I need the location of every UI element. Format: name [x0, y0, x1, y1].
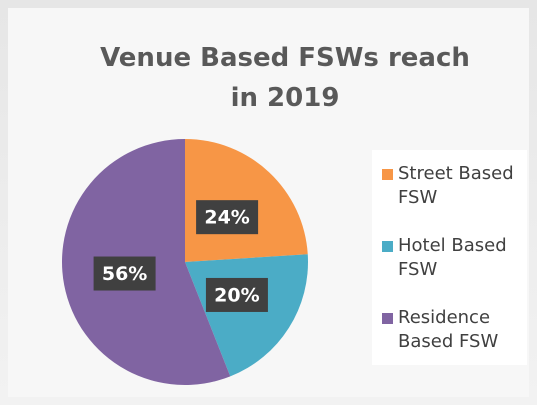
legend-entry: Street Based FSW	[382, 162, 522, 210]
chart-title: Venue Based FSWs reach in 2019	[100, 43, 470, 113]
data-label: 56%	[102, 263, 147, 285]
data-label-box	[205, 277, 268, 312]
legend-label: Residence Based FSW	[398, 307, 499, 352]
legend-swatch	[382, 241, 393, 252]
legend: Street Based FSW Hotel Based FSW Residence…	[372, 150, 527, 365]
data-label: 20%	[214, 284, 259, 306]
legend-entry: Residence Based FSW	[382, 306, 522, 354]
legend-swatch	[382, 313, 393, 324]
data-label-box	[196, 200, 259, 235]
legend-label: Street Based FSW	[398, 163, 514, 208]
legend-swatch	[382, 169, 393, 180]
legend-label: Hotel Based FSW	[398, 235, 507, 280]
legend-entry: Hotel Based FSW	[382, 234, 522, 282]
data-label: 24%	[204, 207, 249, 229]
data-label-box	[93, 256, 156, 291]
